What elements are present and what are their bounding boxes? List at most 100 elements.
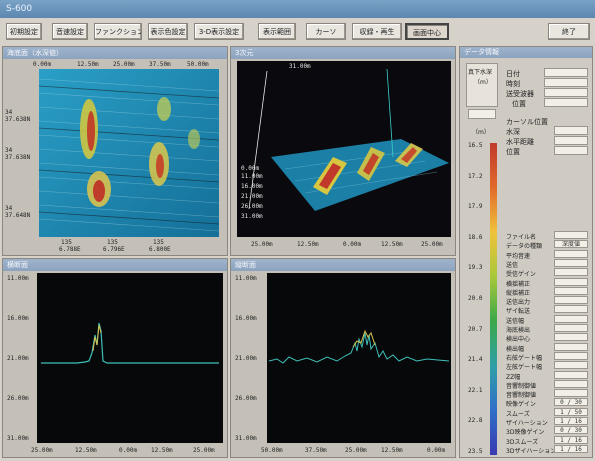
- colorbar-unit: （m）: [472, 129, 490, 136]
- x-tick: 12.50m: [75, 447, 97, 454]
- param-value-field: [554, 370, 588, 379]
- param-label: 検出幅: [506, 345, 525, 353]
- cursor-horizontal-field: [554, 136, 588, 145]
- bottom-label: 135: [61, 239, 72, 246]
- screen-center-button[interactable]: 画面中心: [405, 23, 449, 40]
- bottom-label: 6.796E: [103, 246, 125, 253]
- y-tick: 26.00m: [235, 395, 257, 402]
- cross-section-graphic: [37, 273, 223, 443]
- y-tick: 11.00m: [235, 275, 257, 282]
- y-tick: 31.00m: [7, 435, 29, 442]
- x-tick: 50.00m: [187, 61, 209, 68]
- 3d-view[interactable]: [237, 61, 451, 237]
- cursor-position-field: [554, 146, 588, 155]
- exit-button[interactable]: 終了: [548, 23, 590, 40]
- cursor-depth-field: [554, 126, 588, 135]
- longitudinal-echo: [352, 329, 376, 348]
- param-value-field: [554, 379, 588, 388]
- param-label: 送信出力: [506, 299, 531, 307]
- x-tick: 0.00m: [119, 447, 138, 454]
- param-value-field: 1 / 16: [554, 435, 588, 444]
- data-info-title: データ情報: [460, 47, 592, 58]
- position-value-field: [544, 98, 588, 107]
- colorbar-tick: 17.9: [468, 203, 483, 211]
- window-title: S-600: [6, 4, 33, 14]
- y-tick: 16.00m: [235, 315, 257, 322]
- data-info-sidebar: データ情報 真下水深 （m） 日付 時刻 送受波器 位置 カーソル位置 水深 水…: [459, 46, 593, 458]
- x-tick: 37.50m: [305, 447, 327, 454]
- colorbar-tick: 20.7: [468, 325, 483, 333]
- cross-section-plot[interactable]: [37, 273, 223, 443]
- y-label: 37.648N: [5, 212, 31, 219]
- 3d-cursor-line: [386, 68, 394, 158]
- param-label: ザイハーション: [506, 420, 548, 427]
- longitudinal-profile: [268, 332, 450, 364]
- cursor-button[interactable]: カーソ: [306, 23, 346, 40]
- cross-section-echo: [92, 324, 102, 352]
- x-tick: 12.50m: [297, 241, 319, 248]
- x-tick: 0.00m: [427, 447, 446, 454]
- colorbar-tick: 23.5: [468, 448, 483, 455]
- 3d-display-settings-button[interactable]: 3-D表示設定: [194, 23, 244, 40]
- cursor-label-horizontal: 水平距離: [506, 138, 534, 146]
- longitudinal-section-graphic: [267, 273, 451, 443]
- seabed-map[interactable]: [38, 69, 220, 237]
- fish-school-marks: [80, 97, 200, 207]
- x-tick: 12.50m: [381, 447, 403, 454]
- display-range-button[interactable]: 表示範囲: [258, 23, 296, 40]
- swath-lines: [38, 78, 220, 232]
- colorbar-tick: 20.0: [468, 295, 483, 302]
- param-value-field: [554, 361, 588, 370]
- y-tick: 21.00m: [235, 355, 257, 362]
- param-value-field: 1 / 50: [554, 407, 588, 416]
- y-label: 37.638N: [5, 154, 31, 161]
- param-label: 縦揺補正: [506, 289, 531, 297]
- y-tick: 31.00m: [241, 213, 263, 220]
- param-value-field: 深度値: [554, 240, 588, 249]
- y-tick: 26.00m: [7, 395, 29, 402]
- x-tick: 25.00m: [345, 447, 367, 454]
- depth-box-label: 真下水深: [468, 69, 493, 76]
- colorbar-tick: 22.1: [468, 386, 483, 394]
- 3d-axis-line: [248, 70, 268, 210]
- cross-section-panel: 横断面 11.00m 16.00m 21.00m 26.00m 31.00m 2…: [2, 258, 228, 458]
- time-value-field: [544, 78, 588, 87]
- transducer-value-field: [544, 88, 588, 97]
- y-tick: 26.00m: [241, 203, 263, 210]
- param-label: スムーズ: [506, 410, 530, 418]
- param-label: 音響制御値: [506, 392, 537, 400]
- record-playback-button[interactable]: 収録・再生: [352, 23, 402, 40]
- x-tick: 37.50m: [149, 61, 171, 68]
- colorbar-tick: 17.2: [468, 172, 483, 180]
- y-label: 37.638N: [5, 116, 31, 123]
- param-value-field: 1 / 16: [554, 444, 588, 453]
- toolbar: 初期設定 音速設定 ファンクション設定 表示色設定 3-D表示設定 表示範囲 カ…: [0, 20, 595, 44]
- 3d-fish-marks: [313, 143, 423, 195]
- seabed-map-graphic: [38, 69, 220, 237]
- param-value-field: [554, 296, 588, 305]
- param-value-field: 0 / 30: [554, 398, 588, 407]
- x-tick: 25.00m: [31, 447, 53, 454]
- longitudinal-section-plot[interactable]: [267, 273, 451, 443]
- display-color-button[interactable]: 表示色設定: [148, 23, 188, 40]
- colorbar-tick: 18.6: [468, 233, 483, 241]
- longitudinal-section-panel-title: 縦断面: [231, 259, 455, 271]
- param-label: 3Dスムーズ: [506, 438, 539, 446]
- param-value-field: [554, 258, 588, 267]
- param-value-field: [554, 249, 588, 258]
- sound-speed-button[interactable]: 音速設定: [52, 23, 88, 40]
- x-tick: 25.00m: [251, 241, 273, 248]
- y-label: 34: [5, 205, 13, 212]
- param-value-field: [554, 324, 588, 332]
- initial-settings-button[interactable]: 初期設定: [6, 23, 42, 40]
- y-tick: 16.00m: [7, 315, 29, 322]
- colorbar-tick: 21.4: [468, 356, 483, 364]
- param-label: データの種類: [506, 243, 543, 251]
- cursor-label-position: カーソル位置: [506, 118, 548, 126]
- param-value-field: [554, 351, 588, 360]
- function-settings-button[interactable]: ファンクション設定: [94, 23, 142, 40]
- param-label: 3Dザイハーション: [506, 447, 557, 455]
- x-tick: 0.00m: [343, 241, 362, 248]
- colorbar-tick: 22.8: [468, 417, 483, 425]
